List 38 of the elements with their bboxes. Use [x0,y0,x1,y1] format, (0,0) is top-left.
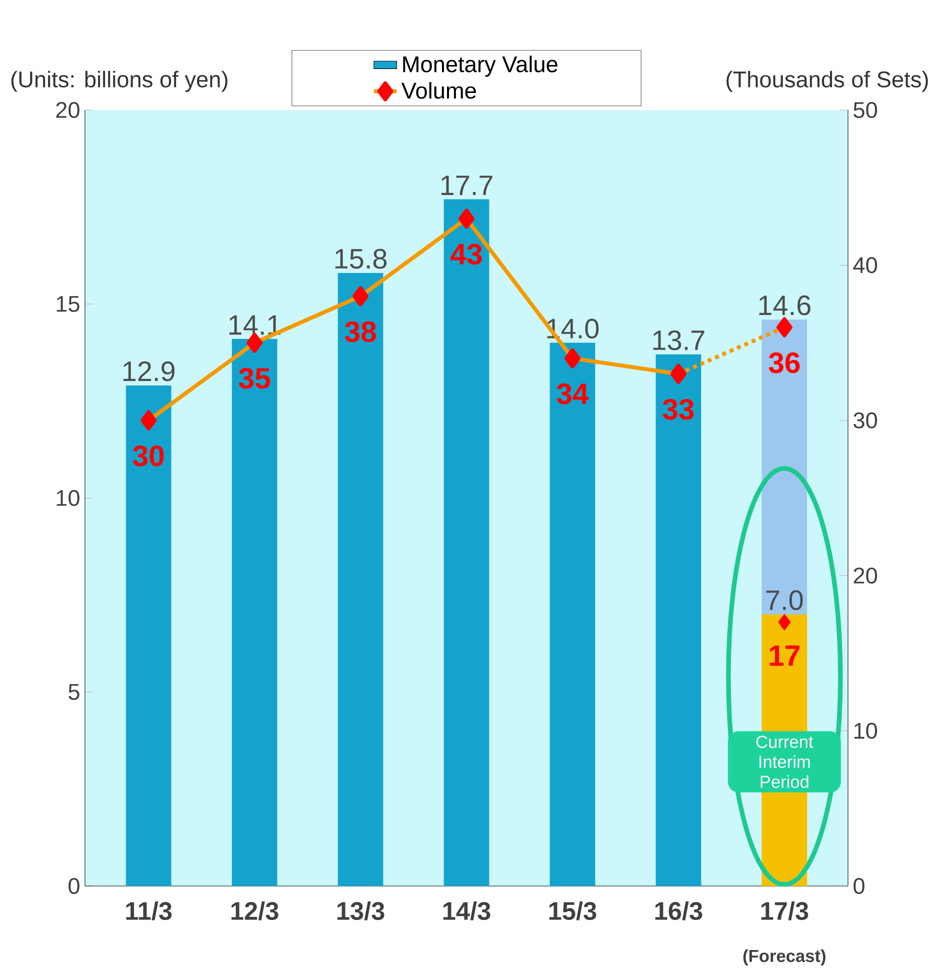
data-label: 13.7 [653,330,704,350]
data-label: 17.7 [441,176,492,195]
legend-label: Monetary Value [403,56,558,77]
y2-tick-label: 10 [854,722,878,739]
x-tick-label: 16/3 [655,901,702,920]
data-label: 33 [662,398,694,420]
y2-tick-label: 40 [853,257,878,274]
y2-tick-label: 50 [854,102,878,118]
y-tick-label: 15 [56,296,80,312]
y2-axis-title: (Thousands of Sets) [726,70,928,92]
data-label: 7.0 [766,590,803,610]
data-label: 30 [132,446,164,466]
data-label: 38 [344,321,376,342]
data-label: 36 [768,352,800,374]
x-tick-label: 12/3 [231,901,278,920]
data-label: 43 [450,244,482,265]
y-tick-label: 10 [56,490,80,506]
data-label: 17 [770,646,800,666]
x-tick-label: 15/3 [549,901,596,920]
x-tick-label: 17/3 [761,901,808,920]
data-label: 14.6 [759,295,810,316]
x-tick-label: 13/3 [337,901,384,920]
y-axis-title: (Units: billions of yen) [11,70,228,92]
data-label: 34 [556,383,589,404]
data-label: 12.9 [123,361,174,382]
y2-tick-label: 20 [854,568,878,584]
y-tick-label: 20 [56,102,80,118]
text: (Forecast) [743,949,826,966]
annotation: Current Interim Period [756,736,814,788]
x-tick-label: 11/3 [126,901,172,920]
data-label: 35 [238,368,270,389]
data-label: 15.8 [335,248,387,269]
y-tick-label: 0 [68,878,80,894]
y2-tick-label: 30 [854,412,878,428]
y2-tick-label: 0 [854,878,864,894]
x-tick-label: 14/3 [443,901,490,920]
y-tick-label: 5 [68,684,80,700]
legend-label: Volume [401,82,476,99]
